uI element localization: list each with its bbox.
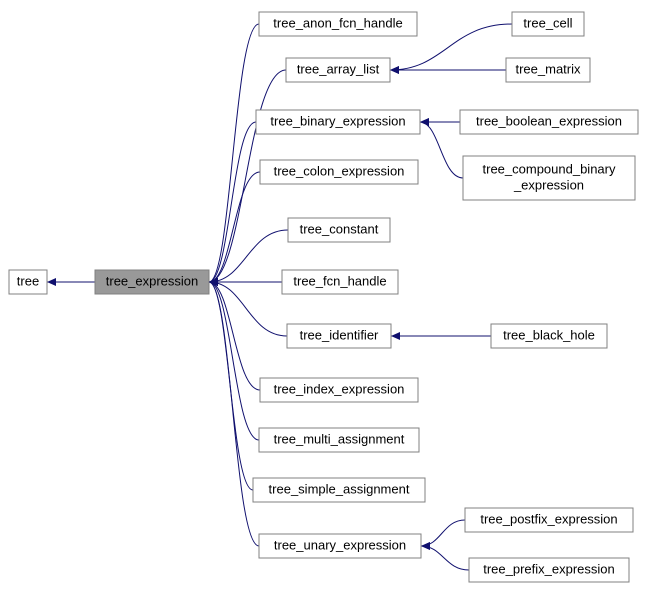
arrow-head [421,542,430,550]
arrow-head [391,332,400,340]
node-label: tree_index_expression [274,381,405,396]
node-label: tree [17,273,39,288]
node-tree_constant[interactable]: tree_constant [288,218,390,242]
arrow-head [390,66,399,74]
node-tree_colon_expression[interactable]: tree_colon_expression [260,160,418,184]
node-tree_unary_expression[interactable]: tree_unary_expression [259,534,421,558]
node-tree_cell[interactable]: tree_cell [512,12,584,36]
node-tree_compound_binary_expression[interactable]: tree_compound_binary_expression [463,156,635,200]
edge [421,546,469,570]
node-label: tree_fcn_handle [293,273,386,288]
node-label: tree_prefix_expression [483,561,615,576]
node-label: tree_constant [300,221,379,236]
edge [209,230,288,282]
node-label: tree_postfix_expression [480,511,617,526]
arrow-head [47,278,56,286]
node-tree_index_expression[interactable]: tree_index_expression [260,378,418,402]
node-tree_multi_assignment[interactable]: tree_multi_assignment [259,428,419,452]
node-label: tree_unary_expression [274,537,406,552]
node-label: tree_matrix [515,61,581,76]
edge [209,282,260,390]
arrow-head [420,118,429,126]
node-tree_black_hole[interactable]: tree_black_hole [491,324,607,348]
node-tree_binary_expression[interactable]: tree_binary_expression [256,110,420,134]
edge [420,122,463,178]
node-label: tree_colon_expression [274,163,405,178]
node-tree_matrix[interactable]: tree_matrix [506,58,590,82]
node-tree[interactable]: tree [9,270,47,294]
node-label: tree_cell [523,15,572,30]
node-label: tree_boolean_expression [476,113,622,128]
edge [209,172,260,282]
node-tree_fcn_handle[interactable]: tree_fcn_handle [282,270,398,294]
node-tree_boolean_expression[interactable]: tree_boolean_expression [460,110,638,134]
edge [209,24,259,282]
node-tree_prefix_expression[interactable]: tree_prefix_expression [469,558,629,582]
node-label: tree_anon_fcn_handle [273,15,402,30]
node-tree_expression[interactable]: tree_expression [95,270,209,294]
node-tree_identifier[interactable]: tree_identifier [287,324,391,348]
edge [209,282,259,546]
node-label: tree_binary_expression [270,113,405,128]
node-tree_simple_assignment[interactable]: tree_simple_assignment [253,478,425,502]
node-tree_anon_fcn_handle[interactable]: tree_anon_fcn_handle [259,12,417,36]
inheritance-diagram: treetree_expressiontree_anon_fcn_handlet… [0,0,645,600]
node-label: tree_multi_assignment [274,431,405,446]
node-tree_array_list[interactable]: tree_array_list [286,58,390,82]
node-label: tree_identifier [300,327,379,342]
node-label: tree_expression [106,273,199,288]
node-label: tree_simple_assignment [269,481,410,496]
node-label: tree_array_list [297,61,380,76]
edge [209,122,256,282]
node-label: _expression [513,177,584,192]
node-label: tree_compound_binary [483,161,616,176]
nodes-layer: treetree_expressiontree_anon_fcn_handlet… [9,12,638,582]
edge [209,282,253,490]
node-label: tree_black_hole [503,327,595,342]
node-tree_postfix_expression[interactable]: tree_postfix_expression [465,508,633,532]
edge [421,520,465,546]
